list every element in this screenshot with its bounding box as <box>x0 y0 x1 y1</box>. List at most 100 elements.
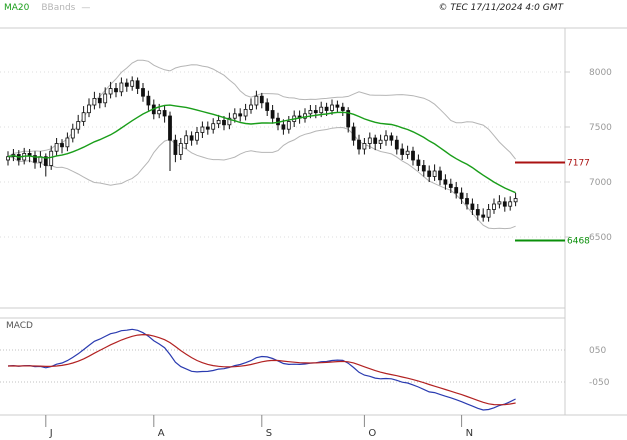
price-levels: 7177 6468 <box>515 159 590 247</box>
candle-body <box>340 106 345 111</box>
candle-body <box>448 183 453 188</box>
macd-line <box>7 328 516 411</box>
candle-body <box>443 179 448 185</box>
candle-body <box>378 139 383 144</box>
candle-body <box>432 170 437 177</box>
candle-body <box>130 80 135 87</box>
candle-body <box>459 192 464 199</box>
y-axis-label: 8000 <box>589 68 612 78</box>
candle-body <box>141 88 145 97</box>
candle-body <box>124 82 129 87</box>
macd-panel: 050 -050 <box>0 328 610 411</box>
candle-body <box>405 150 410 155</box>
bollinger-upper-line <box>7 59 516 160</box>
candle-body <box>81 112 86 122</box>
x-axis-label: J <box>49 428 53 439</box>
legend-line-sample: — <box>81 3 91 13</box>
candle-body <box>470 203 475 210</box>
chart-frame <box>0 27 627 416</box>
y-axis-label: 7500 <box>589 123 612 133</box>
candle-body <box>97 98 102 104</box>
candle-body <box>357 139 361 150</box>
candle-body <box>492 203 496 210</box>
candle-body <box>146 95 151 106</box>
candle-body <box>227 117 232 126</box>
candle-body <box>70 128 75 139</box>
candle-body <box>313 110 318 114</box>
candle-body <box>92 98 97 106</box>
candle-body <box>335 104 340 108</box>
price-axis: 8000 7500 7000 6500 <box>0 68 612 243</box>
candle-body <box>87 104 91 114</box>
candle-body <box>351 126 356 141</box>
candle-body <box>205 126 210 130</box>
candlesticks <box>6 76 518 222</box>
copyright-text: © TEC 17/11/2024 4:0 GMT <box>438 3 563 13</box>
candle-body <box>54 143 59 152</box>
candle-body <box>454 187 459 194</box>
resistance-level-label: 7177 <box>567 159 590 169</box>
candle-body <box>400 148 405 155</box>
legend-ma20-label: MA20 <box>4 3 30 13</box>
candle-body <box>384 135 388 141</box>
candle-body <box>108 88 113 95</box>
candle-body <box>508 201 513 207</box>
candle-body <box>33 155 37 163</box>
x-axis-label: N <box>466 428 473 439</box>
candle-body <box>481 214 486 218</box>
y-axis-label: 7000 <box>589 178 612 188</box>
candle-body <box>411 150 415 161</box>
x-axis-label: S <box>266 428 272 439</box>
y-axis-label: 6500 <box>589 233 612 243</box>
candle-body <box>475 209 480 216</box>
candle-body <box>189 135 194 141</box>
candle-body <box>270 110 275 119</box>
candle-body <box>394 139 399 150</box>
candle-body <box>367 137 372 144</box>
candle-body <box>486 209 491 218</box>
candle-body <box>162 110 167 117</box>
candle-body <box>135 80 140 89</box>
candle-body <box>103 93 108 104</box>
candle-body <box>216 120 221 125</box>
candle-body <box>173 139 178 155</box>
candle-body <box>427 170 432 177</box>
candle-body <box>211 123 216 130</box>
candle-body <box>421 165 426 172</box>
candle-body <box>65 137 70 148</box>
candle-body <box>195 132 199 141</box>
candle-body <box>281 124 286 130</box>
candle-body <box>465 198 469 205</box>
macd-signal-line <box>7 333 516 406</box>
candle-body <box>232 113 237 119</box>
candle-body <box>308 110 313 115</box>
candle-body <box>373 137 378 144</box>
macd-axis-label: -050 <box>589 378 610 388</box>
candle-body <box>362 143 367 150</box>
candle-body <box>200 126 205 133</box>
candle-body <box>243 109 248 117</box>
candle-body <box>324 106 329 111</box>
legend: MA20 BBands — <box>4 3 90 14</box>
candle-body <box>249 104 253 110</box>
candle-body <box>286 121 291 130</box>
x-axis-label: O <box>368 428 376 439</box>
candle-body <box>178 143 183 155</box>
candle-body <box>76 121 81 130</box>
candle-body <box>502 201 507 207</box>
support-level-label: 6468 <box>567 237 590 247</box>
candle-body <box>168 115 172 141</box>
candle-body <box>222 120 226 126</box>
candle-body <box>49 150 54 166</box>
candle-body <box>184 135 189 144</box>
candle-body <box>60 143 64 148</box>
candle-body <box>346 110 351 128</box>
macd-panel-label: MACD <box>6 321 33 331</box>
candle-body <box>119 82 124 93</box>
candle-body <box>238 113 243 117</box>
candle-body <box>157 110 162 115</box>
legend-bbands-label: BBands <box>41 3 76 13</box>
candle-body <box>438 170 442 181</box>
